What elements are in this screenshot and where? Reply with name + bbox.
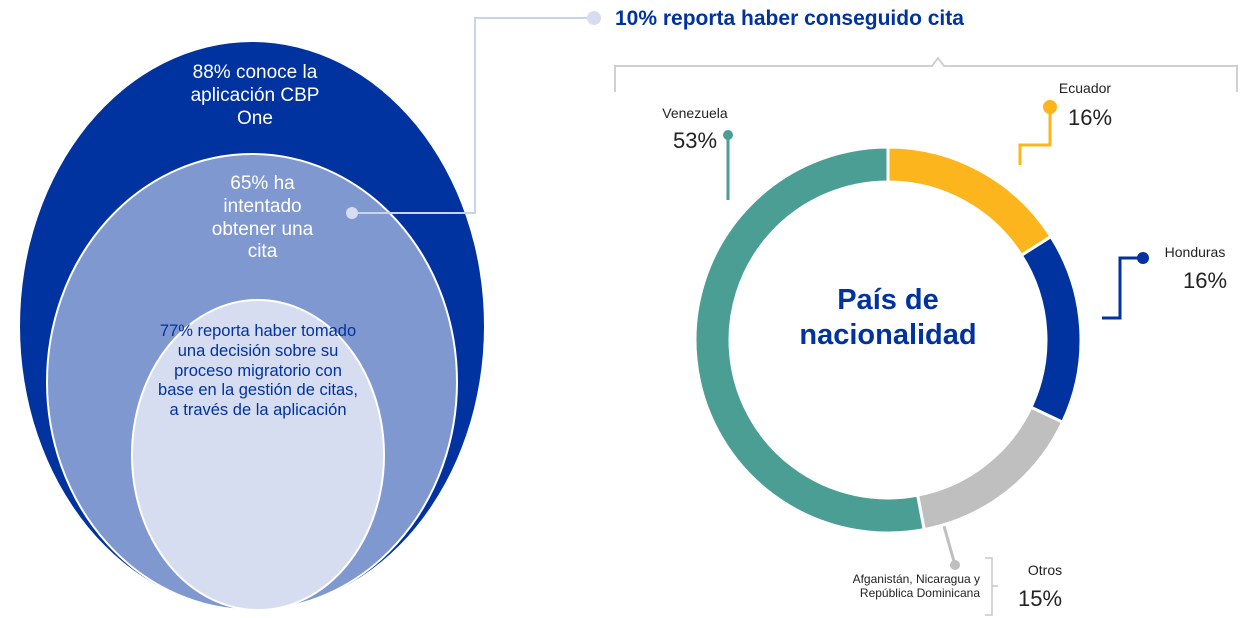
donut-segment [693, 145, 926, 535]
donut-title: País de nacionalidad [799, 284, 977, 351]
connector-dot [346, 207, 358, 219]
connector [352, 17, 592, 214]
bracket [614, 56, 1238, 92]
category-note: Afganistán, Nicaragua y República Domini… [852, 572, 980, 601]
leader-dot [1137, 252, 1149, 264]
donut-segment [886, 145, 1054, 258]
category-label: Venezuela [662, 105, 728, 121]
donut-segment [1019, 234, 1083, 425]
leader-dot [1043, 100, 1057, 114]
middle-text: 65% ha intentado obtener una cita [211, 173, 314, 263]
annotation: 10% reporta haber conseguido cita [615, 7, 964, 30]
leader-line [1018, 107, 1052, 165]
category-label: Ecuador [1058, 80, 1112, 96]
note-bracket [985, 557, 998, 616]
leader-line [1102, 256, 1143, 320]
inner-circle [131, 299, 385, 611]
category-label: Otros [1027, 562, 1063, 578]
value-label: 16% [1182, 268, 1228, 293]
value-label: 16% [1067, 105, 1113, 130]
category-label: Honduras [1164, 244, 1226, 260]
value-label: 15% [1017, 586, 1063, 611]
leader-dot [723, 130, 733, 140]
inner-text: 77% reporta haber tomado una decisión so… [158, 322, 358, 420]
value-label: 53% [672, 128, 718, 153]
connector-dot [587, 11, 601, 25]
leader-dot [950, 560, 960, 570]
donut-segment [915, 405, 1065, 532]
outer-text: 88% conoce la aplicación CBP One [190, 62, 320, 129]
